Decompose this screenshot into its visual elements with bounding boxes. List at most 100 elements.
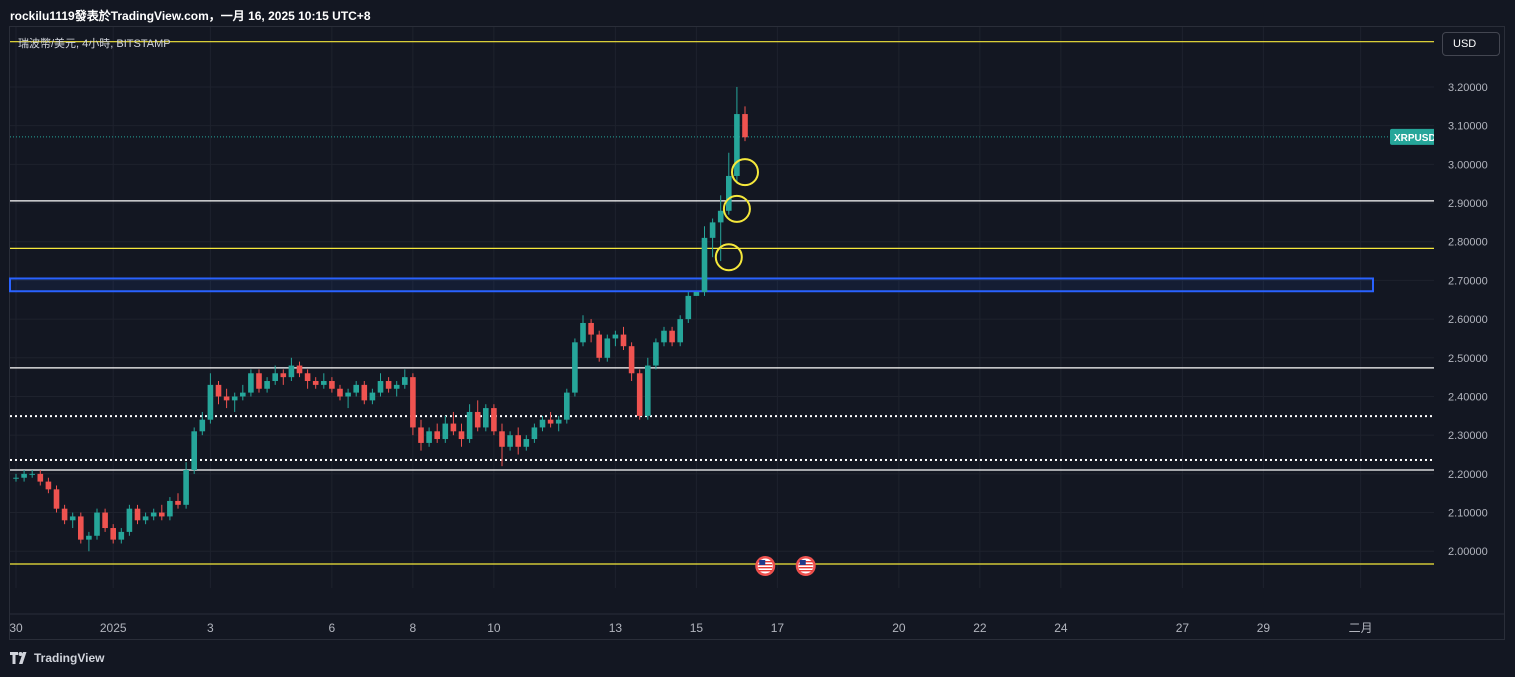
y-tick-label: 2.90000 xyxy=(1448,198,1488,210)
candle-body xyxy=(466,411,473,440)
support-zone xyxy=(9,277,1374,293)
grid-lines xyxy=(10,27,1434,588)
candle-body xyxy=(669,330,675,343)
y-tick-label: 2.80000 xyxy=(1448,237,1488,249)
candle-body xyxy=(231,396,238,401)
candle-body xyxy=(167,500,173,517)
candle-body xyxy=(547,419,554,424)
candle-body xyxy=(402,377,408,385)
y-tick-label: 2.30000 xyxy=(1448,430,1488,442)
x-tick-label: 13 xyxy=(609,621,623,635)
candle-body xyxy=(183,469,189,505)
x-tick-label: 8 xyxy=(410,621,417,635)
event-icon-stripe xyxy=(798,567,813,569)
tradingview-brand: TradingView xyxy=(34,651,105,665)
candle-body xyxy=(288,365,295,378)
highlight-circle xyxy=(731,158,759,187)
us-flag-icon xyxy=(795,556,816,576)
highlight-circle xyxy=(722,194,751,223)
tradingview-logo-icon xyxy=(10,652,27,664)
candle-body xyxy=(491,408,497,432)
candle-body xyxy=(499,431,505,447)
candle-body xyxy=(450,423,457,432)
page-header: rockilu1119發表於TradingView.com，一月 16, 202… xyxy=(10,9,371,23)
currency-button[interactable]: USD xyxy=(1442,32,1500,56)
candle-body xyxy=(515,435,521,447)
y-tick-label: 2.50000 xyxy=(1448,353,1488,365)
candle-body xyxy=(118,531,125,540)
event-icon-stripe xyxy=(798,570,813,572)
candle-body xyxy=(564,392,570,420)
candle-body xyxy=(588,322,594,335)
support-zone-box xyxy=(9,277,1374,293)
x-tick-label: 20 xyxy=(892,621,906,635)
candle-body xyxy=(53,489,60,509)
candle-body xyxy=(645,365,651,416)
tradingview-logo[interactable]: TradingView xyxy=(10,651,104,665)
x-tick-label: 30 xyxy=(9,621,23,635)
candle-body xyxy=(296,365,303,374)
x-tick-label: 17 xyxy=(771,621,785,635)
candle-body xyxy=(426,431,432,443)
candle-body xyxy=(321,381,327,385)
symbol-label: 瑞波幣/美元, 4小時, BITSTAMP xyxy=(18,38,171,50)
candle-body xyxy=(726,175,732,211)
candle-body xyxy=(126,508,133,532)
candle-body xyxy=(442,423,449,440)
x-tick-label: 2025 xyxy=(100,621,127,635)
candle-body xyxy=(693,292,700,296)
event-icon-canton xyxy=(759,560,766,565)
candle-body xyxy=(240,392,246,397)
candle-body xyxy=(13,477,19,479)
candle-body xyxy=(37,473,44,482)
candle-body xyxy=(280,373,287,378)
y-tick-label: 3.00000 xyxy=(1448,159,1488,171)
candle-body xyxy=(636,373,643,416)
candle-body xyxy=(134,508,141,521)
candlesticks xyxy=(13,86,748,552)
candle-body xyxy=(709,222,716,238)
candle-body xyxy=(531,427,538,440)
candle-body xyxy=(434,431,440,440)
candle-body xyxy=(523,439,530,447)
candle-body xyxy=(264,381,270,389)
candle-body xyxy=(94,512,100,536)
y-tick-label: 3.20000 xyxy=(1448,82,1488,94)
candle-body xyxy=(248,373,254,393)
candle-body xyxy=(612,334,619,339)
y-tick-label: 2.70000 xyxy=(1448,275,1488,287)
event-icon-canton xyxy=(799,560,806,565)
candle-body xyxy=(215,384,222,397)
candle-body xyxy=(61,508,68,521)
candle-body xyxy=(474,411,481,428)
candle-body xyxy=(191,431,197,470)
candle-body xyxy=(304,373,311,382)
candle-body xyxy=(628,346,635,374)
y-tick-label: 2.20000 xyxy=(1448,469,1488,481)
y-tick-label: 2.00000 xyxy=(1448,546,1488,558)
candle-body xyxy=(572,342,578,393)
candle-body xyxy=(150,512,157,517)
highlight-circles xyxy=(714,158,759,272)
y-tick-label: 3.10000 xyxy=(1448,121,1488,133)
x-tick-label: 10 xyxy=(487,621,501,635)
candle-body xyxy=(458,431,465,440)
candle-body xyxy=(596,334,602,358)
candle-body xyxy=(418,427,424,443)
candle-body xyxy=(661,330,667,343)
candle-body xyxy=(142,516,149,521)
candle-body xyxy=(110,528,116,540)
economic-events xyxy=(755,556,816,576)
chart-frame[interactable] xyxy=(9,26,1505,640)
x-tick-label: 二月 xyxy=(1349,621,1373,635)
candle-body xyxy=(620,334,627,347)
candle-body xyxy=(353,384,359,393)
candle-body xyxy=(580,322,586,343)
x-tick-label: 29 xyxy=(1257,621,1271,635)
candle-body xyxy=(21,473,27,478)
candle-body xyxy=(507,435,513,447)
candle-body xyxy=(175,500,181,505)
candle-body xyxy=(78,516,84,540)
candle-body xyxy=(734,114,740,176)
